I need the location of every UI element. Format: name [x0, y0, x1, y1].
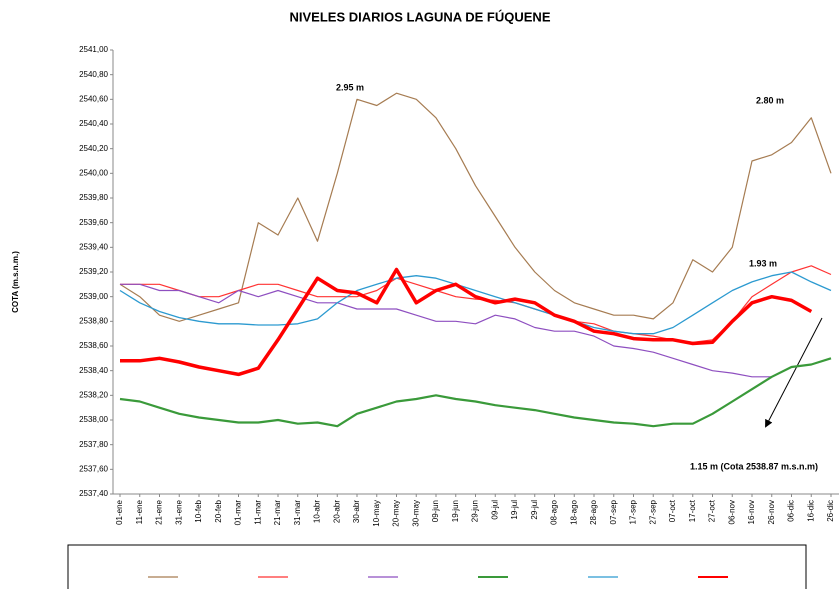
x-tick-label: 01-ene: [115, 499, 124, 524]
y-tick-label: 2539,40: [79, 242, 108, 251]
y-tick-label: 2538,20: [79, 390, 108, 399]
series-line: [119, 271, 832, 335]
annotation: 1.93 m: [749, 258, 777, 268]
series-line: [119, 92, 832, 322]
x-tick-label: 26-nov: [767, 500, 776, 524]
y-tick-label: 2539,80: [79, 193, 108, 202]
x-tick-label: 26-dic: [826, 500, 835, 522]
y-tick-label: 2537,60: [79, 464, 108, 473]
y-tick-label: 2538,80: [79, 316, 108, 325]
x-tick-label: 27-sep: [648, 499, 657, 524]
x-tick-label: 11-ene: [135, 499, 144, 524]
x-tick-label: 30-may: [411, 500, 420, 527]
annotation: 2.80 m: [756, 95, 784, 105]
y-tick-label: 2537,80: [79, 440, 108, 449]
annotation-arrow: [765, 317, 823, 428]
x-tick-label: 19-jun: [451, 500, 460, 522]
y-tick-label: 2540,60: [79, 94, 108, 103]
y-tick-label: 2539,20: [79, 267, 108, 276]
x-tick-label: 10-feb: [194, 499, 203, 522]
x-tick-label: 08-ago: [550, 499, 559, 524]
x-tick-label: 29-jul: [530, 500, 539, 520]
y-tick-label: 2540,80: [79, 70, 108, 79]
x-tick-label: 21-mar: [273, 500, 282, 526]
x-tick-label: 29-jun: [471, 500, 480, 522]
y-tick-label: 2540,40: [79, 119, 108, 128]
x-tick-label: 20-feb: [214, 499, 223, 522]
y-tick-label: 2538,60: [79, 341, 108, 350]
y-tick-label: 2539,60: [79, 218, 108, 227]
y-tick-label: 2538,00: [79, 415, 108, 424]
x-tick-label: 28-ago: [589, 499, 598, 524]
x-tick-label: 09-jun: [431, 500, 440, 522]
x-tick-label: 30-abr: [352, 500, 361, 523]
x-tick-label: 10-may: [372, 500, 381, 527]
annotation: 2.95 m: [336, 82, 364, 92]
y-tick-label: 2541,00: [79, 45, 108, 54]
x-tick-label: 20-abr: [332, 500, 341, 523]
x-tick-label: 18-ago: [569, 499, 578, 524]
x-tick-label: 31-ene: [174, 499, 183, 524]
y-tick-label: 2540,20: [79, 144, 108, 153]
x-tick-label: 07-sep: [609, 499, 618, 524]
x-tick-label: 09-jul: [490, 500, 499, 520]
x-tick-label: 21-ene: [155, 499, 164, 524]
y-tick-label: 2539,00: [79, 292, 108, 301]
annotation: 1.15 m (Cota 2538.87 m.s.n.m): [690, 461, 818, 471]
x-tick-label: 20-may: [392, 500, 401, 527]
y-tick-label: 2538,40: [79, 366, 108, 375]
x-tick-label: 16-dic: [806, 500, 815, 522]
x-tick-label: 16-nov: [747, 500, 756, 524]
series-line: [119, 357, 832, 428]
x-tick-label: 27-oct: [708, 499, 717, 522]
chart-title: NIVELES DIARIOS LAGUNA DE FÚQUENE: [290, 9, 551, 24]
x-tick-label: 07-oct: [668, 499, 677, 522]
x-tick-label: 01-mar: [234, 500, 243, 526]
x-tick-label: 06-nov: [727, 500, 736, 524]
legend-box: [67, 544, 807, 589]
x-tick-label: 17-oct: [688, 499, 697, 522]
x-tick-label: 06-dic: [787, 500, 796, 522]
series-line: [120, 283, 772, 378]
x-tick-label: 10-abr: [313, 500, 322, 523]
y-tick-label: 2540,00: [79, 168, 108, 177]
x-tick-label: 17-sep: [629, 499, 638, 524]
x-tick-label: 19-jul: [510, 500, 519, 520]
x-tick-label: 31-mar: [293, 500, 302, 526]
y-axis-label: COTA (m.s.n.m.): [11, 251, 20, 313]
series-line: [120, 267, 813, 377]
y-tick-label: 2537,40: [79, 489, 108, 498]
x-tick-label: 11-mar: [253, 500, 262, 525]
